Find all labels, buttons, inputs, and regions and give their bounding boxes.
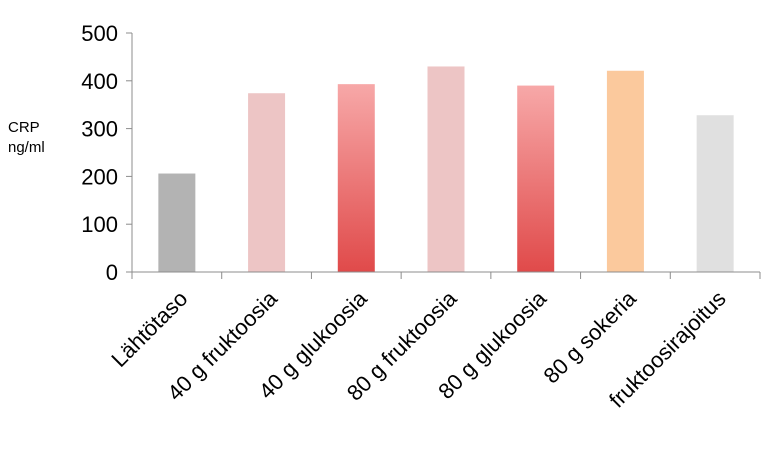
y-tick-label: 500 — [81, 21, 118, 46]
y-axis: 0 100 200 300 400 500 — [81, 21, 133, 285]
y-axis-label-line2: ng/ml — [8, 139, 45, 156]
x-tick-label: Lähtötaso — [106, 286, 192, 372]
y-tick-label: 400 — [81, 69, 118, 94]
y-tick-label: 300 — [81, 117, 118, 142]
bar-1 — [248, 93, 286, 272]
y-tick-label: 100 — [81, 212, 118, 237]
bar-4 — [517, 85, 555, 272]
bar-2 — [337, 84, 375, 272]
bar-0 — [158, 173, 196, 272]
bar-5 — [606, 70, 644, 273]
y-axis-label: CRP ng/ml — [8, 118, 45, 158]
bars-group — [158, 66, 734, 273]
y-tick-label: 0 — [106, 260, 118, 285]
y-tick-label: 200 — [81, 164, 118, 189]
y-axis-label-line1: CRP — [8, 119, 40, 136]
bar-3 — [427, 66, 465, 273]
bar-6 — [696, 115, 734, 272]
